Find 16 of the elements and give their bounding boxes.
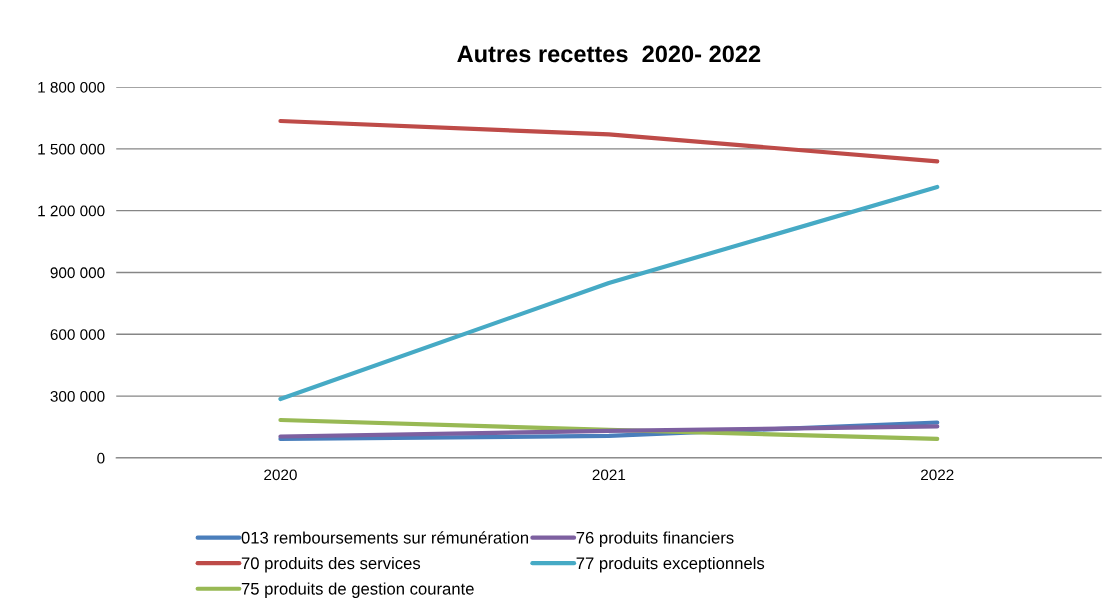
y-tick-label: 900 000 bbox=[50, 267, 105, 279]
y-tick-label: 300 000 bbox=[50, 390, 105, 402]
x-tick-label: 2022 bbox=[921, 469, 954, 481]
legend-label: 75 produits de gestion courante bbox=[241, 582, 474, 598]
y-tick-label: 1 500 000 bbox=[38, 143, 105, 155]
legend-label: 77 produits exceptionnels bbox=[576, 556, 765, 573]
chart-title: Autres recettes 2020- 2022 bbox=[457, 45, 761, 63]
y-tick-label: 600 000 bbox=[50, 329, 105, 340]
legend-label: 76 produits financiers bbox=[576, 531, 734, 547]
x-tick-label: 2020 bbox=[264, 469, 297, 481]
y-tick-label: 1 200 000 bbox=[38, 205, 105, 217]
legend-label: 70 produits des services bbox=[241, 556, 421, 573]
x-tick-label: 2021 bbox=[592, 469, 626, 481]
y-tick-label: 0 bbox=[97, 452, 105, 464]
legend-label: 013 remboursements sur rémunération bbox=[241, 531, 529, 544]
y-tick-label: 1 800 000 bbox=[38, 81, 105, 93]
